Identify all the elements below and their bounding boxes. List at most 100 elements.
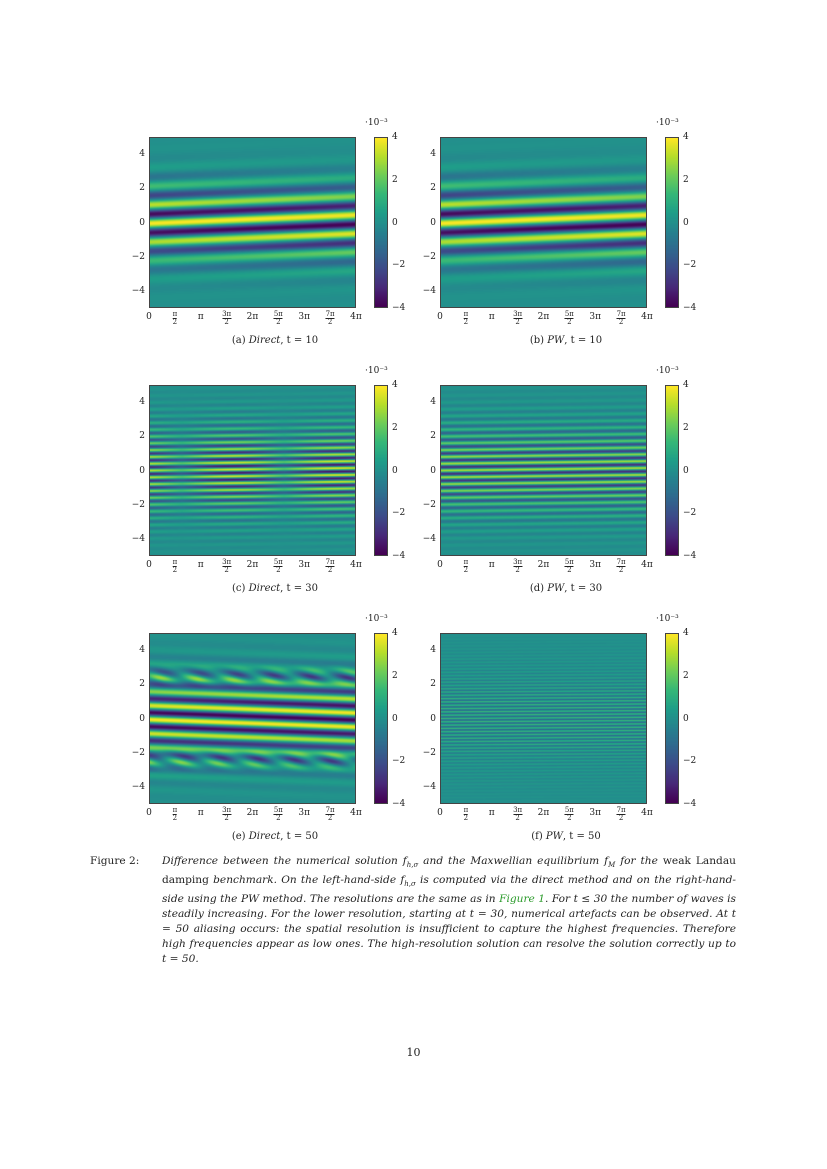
method-name: PW (547, 583, 565, 594)
fraction-bar (273, 566, 283, 567)
colorbar-tick-label: 0 (683, 465, 689, 476)
fraction-bar (325, 318, 335, 319)
colorbar-tick-label: −4 (392, 799, 406, 809)
y-tick-label: 0 (139, 465, 145, 476)
x-tick-label: 3π 2 (222, 807, 232, 822)
heatmap (149, 633, 356, 804)
fraction-bar (463, 814, 469, 815)
colorbar-tick-label: −2 (392, 260, 406, 271)
colorbar-tick-label: −2 (683, 508, 697, 519)
tick-denominator: 2 (172, 814, 178, 822)
tick-denominator: 2 (515, 814, 520, 822)
fraction-bar (616, 814, 626, 815)
x-tick-label: 3π 2 (222, 310, 232, 326)
caption-fragment: . For t ≤ 30 the number of waves is stea… (162, 893, 736, 966)
y-tick-label: −4 (131, 533, 145, 544)
y-tick-label: 2 (430, 431, 436, 442)
colorbar-tick-label: −2 (683, 756, 697, 767)
y-tick-label: 0 (430, 217, 436, 228)
colorbar-tick-label: 4 (392, 380, 398, 390)
fraction-bar (463, 318, 469, 319)
subfigure-caption: (d) PW, t = 30 (421, 583, 711, 594)
y-tick-label: 4 (139, 645, 145, 656)
colorbar-tick-label: 2 (683, 174, 689, 185)
colorbar (665, 633, 679, 804)
fraction-bar (513, 318, 523, 319)
subfigure-b: 4 2 0 −2 −4 4 2 0 −2 −4·10⁻³ 0 π 2 π 3π 2 2π 5π 2 3π 7π 2 4π (b… (421, 115, 711, 355)
y-tick-label: −4 (422, 533, 436, 544)
colorbar-exponent: ·10⁻³ (656, 118, 679, 128)
heatmap (440, 633, 647, 804)
heatmap (149, 385, 356, 556)
y-tick-label: 2 (430, 183, 436, 194)
y-tick-label: 4 (430, 149, 436, 160)
tick-numerator: π (172, 310, 178, 318)
method-name: Direct (248, 831, 281, 842)
fraction-bar (273, 318, 283, 319)
subfigure-caption: (c) Direct, t = 30 (130, 583, 420, 594)
caption-fragment: h,σ (404, 880, 416, 889)
colorbar-tick-label: 2 (683, 422, 689, 433)
fraction-bar (564, 814, 574, 815)
colorbar-exponent: ·10⁻³ (365, 366, 388, 376)
tick-denominator: 2 (618, 566, 624, 574)
colorbar-tick-label: −4 (683, 303, 697, 313)
tick-numerator: 5π (273, 806, 283, 814)
tick-denominator: 2 (463, 318, 469, 326)
figure-1-link[interactable]: Figure 1 (499, 893, 546, 906)
x-tick-label: 3π (589, 560, 602, 570)
heatmap (440, 385, 647, 556)
tick-denominator: 2 (567, 566, 572, 574)
y-tick-label: −2 (131, 499, 145, 510)
time-label: , t = 10 (280, 335, 319, 346)
time-label: , t = 10 (564, 335, 603, 346)
subfigure-caption: (f) PW, t = 50 (421, 831, 711, 842)
figure-caption: Figure 2: Difference between the numeric… (90, 854, 736, 967)
tick-numerator: 7π (325, 310, 335, 318)
subfigure-label: (b) (529, 335, 548, 346)
x-tick-label: 2π (246, 560, 259, 570)
fraction-bar (172, 566, 178, 567)
x-tick-label: 3π (589, 312, 602, 322)
caption-fragment: h,σ (406, 861, 419, 870)
y-tick-label: 4 (139, 397, 145, 408)
tick-numerator: 7π (616, 310, 626, 318)
fraction-bar (463, 566, 469, 567)
time-label: , t = 50 (562, 831, 601, 842)
x-tick-label: 3π 2 (222, 559, 232, 574)
y-tick-label: 0 (139, 713, 145, 724)
caption-fragment: weak Landau damping (162, 855, 736, 887)
heatmap (149, 137, 356, 308)
x-tick-label: 3π 2 (513, 807, 523, 822)
colorbar-tick-label: −4 (392, 551, 406, 561)
colorbar-tick-label: 4 (392, 132, 398, 142)
tick-denominator: 2 (172, 318, 178, 326)
tick-numerator: 3π (513, 310, 523, 318)
tick-denominator: 2 (224, 318, 229, 326)
x-tick-label: π (488, 560, 495, 570)
x-tick-label: 5π 2 (273, 559, 283, 574)
tick-numerator: π (463, 310, 469, 318)
colorbar-exponent: ·10⁻³ (365, 118, 388, 128)
x-tick-label: 5π 2 (564, 806, 574, 822)
y-tick-label: −4 (422, 781, 436, 792)
tick-numerator: 5π (564, 806, 574, 814)
tick-denominator: 2 (224, 566, 229, 574)
x-tick-label: 4π (350, 312, 362, 322)
x-tick-label: 2π (537, 808, 550, 818)
y-tick-label: 0 (139, 217, 145, 228)
colorbar-tick-label: 0 (683, 713, 689, 724)
colorbar-tick-label: 2 (392, 670, 398, 681)
colorbar-tick-label: −2 (683, 260, 697, 271)
tick-numerator: 7π (325, 806, 335, 814)
x-tick-label: 3π (589, 808, 602, 818)
colorbar-tick-label: 4 (683, 132, 689, 142)
subfigure-a: 4 2 0 −2 −4 4 2 0 −2 −4·10⁻³ 0 π 2 π 3π 2 2π 5π 2 3π 7π 2 4π (a… (130, 115, 420, 355)
tick-numerator: 3π (222, 310, 232, 318)
colorbar-tick-label: 2 (392, 422, 398, 433)
tick-denominator: 2 (515, 318, 520, 326)
